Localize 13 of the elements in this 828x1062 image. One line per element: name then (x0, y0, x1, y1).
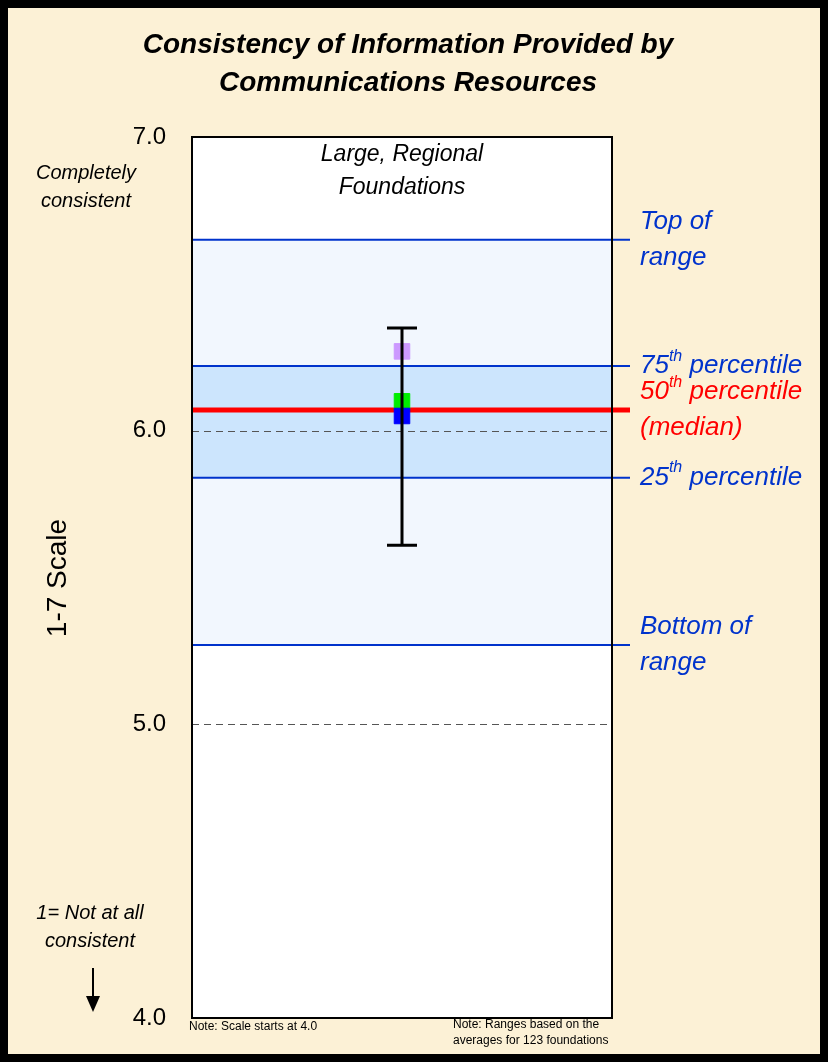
y-tick-label: 6.0 (132, 415, 166, 443)
text: Note: Scale starts at 4.0 (189, 1019, 318, 1034)
y-tick-label: 5.0 (132, 708, 166, 736)
annotation: Note: Ranges based on the averages for 123 foundations (453, 1017, 609, 1048)
y-tick-label: 7.0 (132, 121, 166, 149)
text: 1= Not at all consistent (36, 900, 145, 951)
x-tick-label: Large, Regional Foundations (320, 140, 485, 200)
chart-title: Consistency of Information Provided by Communications Resources (142, 27, 675, 97)
ref-line-label: Bottom of range (640, 610, 755, 677)
ref-line-label: Top of range (640, 205, 715, 272)
text: Completely consistent (35, 160, 138, 211)
y-tick-label: 4.0 (132, 1002, 166, 1030)
y-axis-title: 1-7 Scale (40, 518, 72, 638)
